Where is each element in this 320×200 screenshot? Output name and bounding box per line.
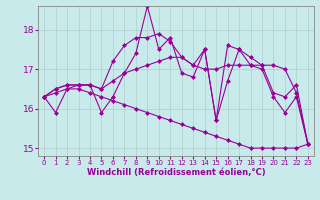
- X-axis label: Windchill (Refroidissement éolien,°C): Windchill (Refroidissement éolien,°C): [87, 168, 265, 177]
